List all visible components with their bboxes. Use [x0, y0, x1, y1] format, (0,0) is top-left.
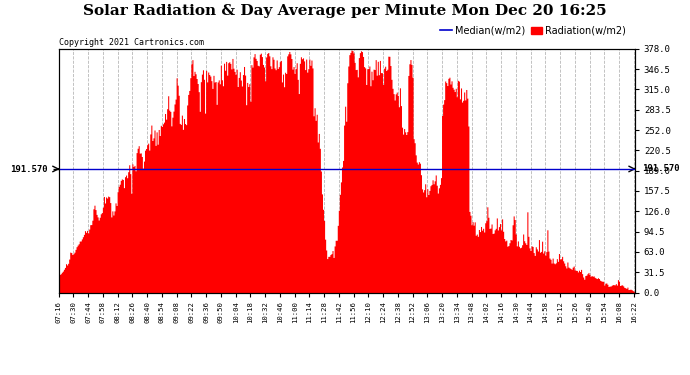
Text: 191.570: 191.570 [642, 165, 680, 174]
Legend: Median(w/m2), Radiation(w/m2): Median(w/m2), Radiation(w/m2) [436, 22, 630, 40]
Text: Solar Radiation & Day Average per Minute Mon Dec 20 16:25: Solar Radiation & Day Average per Minute… [83, 4, 607, 18]
Text: Copyright 2021 Cartronics.com: Copyright 2021 Cartronics.com [59, 38, 204, 47]
